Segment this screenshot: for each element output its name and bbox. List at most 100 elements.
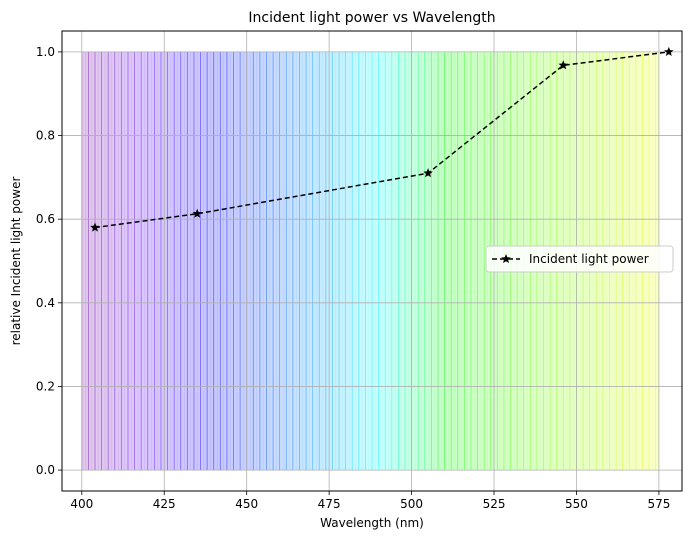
spectrum-band <box>358 51 363 471</box>
spectrum-band <box>315 51 320 471</box>
spectrum-band <box>395 51 399 471</box>
spectrum-band <box>111 51 116 471</box>
spectrum-band <box>342 51 346 471</box>
spectrum-band <box>147 51 152 471</box>
spectrum-band <box>154 51 158 471</box>
spectrum-band <box>253 51 257 471</box>
spectrum-band <box>457 51 462 471</box>
spectrum-band <box>263 51 267 471</box>
spectrum-band <box>289 51 294 471</box>
spectrum-band <box>213 51 218 471</box>
y-tick-label: 0.8 <box>36 129 55 143</box>
spectrum-band <box>193 51 198 471</box>
spectrum-band <box>362 51 366 471</box>
legend: Incident light power <box>485 245 674 273</box>
spectrum-band <box>256 51 261 471</box>
spectrum-band <box>141 51 145 471</box>
spectrum-band <box>240 51 244 471</box>
spectrum-band <box>355 51 360 471</box>
spectrum-band <box>441 51 445 471</box>
spectrum-band <box>230 51 234 471</box>
spectrum-band <box>266 51 271 471</box>
x-tick-label: 575 <box>647 497 670 511</box>
spectrum-band <box>184 51 188 471</box>
spectrum-band <box>190 51 195 471</box>
x-tick-label: 475 <box>318 497 341 511</box>
spectrum-band <box>296 51 300 471</box>
spectrum-band <box>408 51 412 471</box>
spectrum-band <box>85 51 89 471</box>
spectrum-band <box>259 51 264 471</box>
spectrum-band <box>124 51 129 471</box>
spectrum-band <box>273 51 277 471</box>
legend-star-marker <box>501 254 511 264</box>
spectrum-band <box>474 51 478 471</box>
spectrum-band <box>98 51 102 471</box>
spectrum-band <box>411 51 416 471</box>
spectrum-band <box>325 51 330 471</box>
spectrum-band <box>424 51 429 471</box>
spectrum-band <box>108 51 112 471</box>
spectrum-band <box>461 51 465 471</box>
data-point-marker <box>423 168 433 178</box>
spectrum-band <box>404 51 409 471</box>
spectrum-band <box>339 51 343 471</box>
y-tick-label: 0.0 <box>36 463 55 477</box>
spectrum-band <box>335 51 340 471</box>
spectrum-band <box>104 51 109 471</box>
data-point-marker <box>664 46 674 56</box>
spectrum-band <box>352 51 356 471</box>
spectrum-band <box>236 51 241 471</box>
spectrum-band <box>480 51 485 471</box>
spectrum-band <box>137 51 142 471</box>
y-tick-label: 0.4 <box>36 296 55 310</box>
spectrum-band <box>282 51 287 471</box>
spectrum-band <box>477 51 482 471</box>
data-point-marker <box>558 60 569 70</box>
spectrum-band <box>249 51 254 471</box>
chart-title: Incident light power vs Wavelength <box>248 10 495 26</box>
spectrum-band <box>101 51 106 471</box>
y-tick-label: 0.6 <box>36 212 55 226</box>
spectrum-band <box>381 51 386 471</box>
spectrum-band <box>187 51 191 471</box>
spectrum-band <box>414 51 419 471</box>
spectrum-band <box>388 51 393 471</box>
spectrum-band <box>118 51 122 471</box>
spectrum-band <box>210 51 215 471</box>
spectrum-band <box>88 51 92 471</box>
y-tick-label: 0.2 <box>36 379 55 393</box>
spectrum-band <box>292 51 297 471</box>
spectrum-band <box>372 51 376 471</box>
spectrum-band <box>329 51 333 471</box>
spectrum-band <box>177 51 182 471</box>
spectrum-band <box>203 51 208 471</box>
spectrum-band <box>94 51 99 471</box>
spectrum-band <box>134 51 139 471</box>
data-point-marker <box>192 208 202 218</box>
legend-box <box>485 245 674 273</box>
y-axis-label: relative Incident light power <box>9 177 23 346</box>
spectrum-band <box>451 51 455 471</box>
spectrum-band <box>345 51 350 471</box>
spectrum-band <box>368 51 373 471</box>
spectrum-band <box>207 51 211 471</box>
spectrum-band <box>226 51 231 471</box>
spectrum-band <box>81 51 86 471</box>
spectrum-band <box>286 51 290 471</box>
spectrum-band <box>401 51 406 471</box>
plot-frame <box>61 30 683 492</box>
spectrum-band <box>309 51 313 471</box>
y-tick-label: 1.0 <box>36 45 55 59</box>
spectrum-band <box>447 51 452 471</box>
spectrum-band <box>174 51 178 471</box>
spectrum-band <box>312 51 317 471</box>
spectrum-band <box>167 51 172 471</box>
spectrum-band <box>385 51 389 471</box>
spectrum-band <box>431 51 435 471</box>
x-axis-label: Wavelength (nm) <box>320 516 424 530</box>
spectrum-band <box>322 51 327 471</box>
spectrum-band <box>464 51 468 471</box>
spectrum-band <box>170 51 175 471</box>
x-tick-label: 425 <box>153 497 176 511</box>
